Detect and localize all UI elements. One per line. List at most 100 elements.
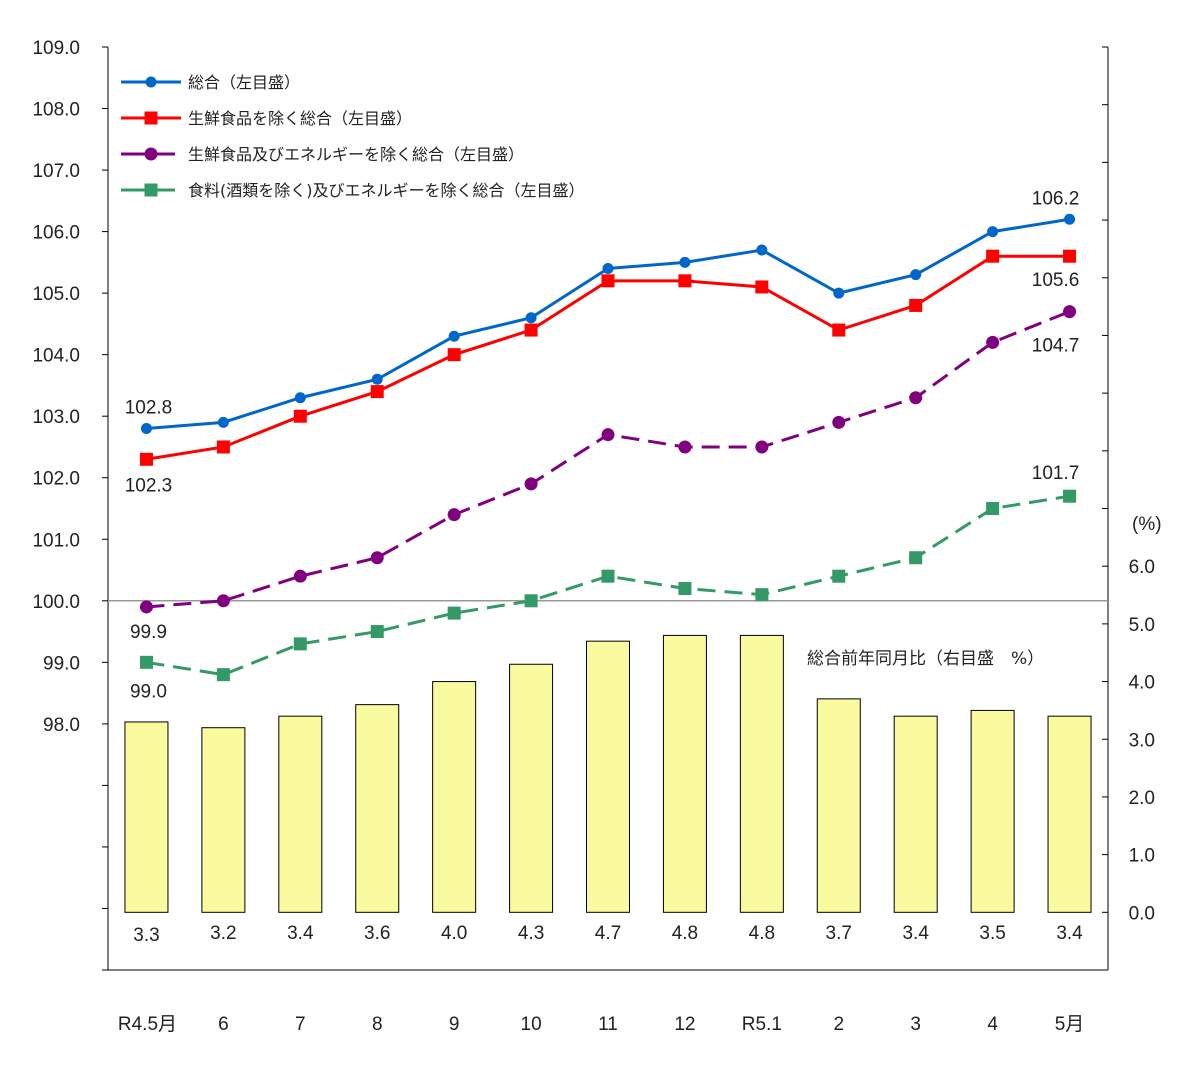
square-marker — [370, 385, 384, 399]
x-tick-label: R5.1 — [742, 1014, 782, 1035]
square-marker — [293, 409, 307, 423]
square-marker — [144, 111, 158, 125]
circle-marker — [678, 440, 692, 454]
circle-marker — [833, 287, 845, 299]
bar-series-label: 総合前年同月比（右目盛 %） — [807, 649, 1044, 669]
bar — [816, 698, 861, 913]
x-tick-label: R4.5月 — [118, 1014, 177, 1035]
bar — [201, 727, 246, 913]
x-tick-label: 11 — [598, 1014, 618, 1035]
x-tick-label: 9 — [449, 1014, 460, 1035]
bar-data-label: 3.6 — [364, 923, 390, 944]
circle-marker — [1063, 305, 1077, 319]
circle-marker — [140, 423, 152, 435]
square-marker — [216, 668, 230, 682]
x-tick-label: 6 — [218, 1014, 229, 1035]
left-tick-label: 102.0 — [32, 469, 80, 490]
square-marker — [909, 298, 923, 312]
data-label: 102.3 — [125, 475, 173, 496]
square-marker — [986, 502, 1000, 515]
circle-marker — [139, 600, 153, 614]
circle-marker — [448, 330, 460, 342]
left-tick-label: 98.0 — [43, 715, 80, 736]
right-tick-label: 3.0 — [1129, 730, 1155, 751]
square-marker — [447, 606, 461, 620]
axes-layer: 109.0108.0107.0106.0105.0104.0103.0102.0… — [32, 38, 1155, 1035]
square-marker — [832, 569, 846, 583]
legend-item: 生鮮食品及びエネルギーを除く総合（左目盛） — [121, 145, 524, 164]
circle-marker — [679, 256, 691, 268]
circle-marker — [524, 477, 538, 491]
square-marker — [447, 348, 461, 362]
bar — [278, 715, 323, 913]
circle-marker — [294, 392, 306, 404]
bar — [124, 721, 169, 913]
bar-data-label: 3.4 — [287, 923, 314, 944]
series-line — [146, 310, 1071, 609]
x-tick-label: 2 — [833, 1014, 844, 1035]
bar — [509, 663, 554, 913]
bar — [739, 634, 784, 913]
data-label: 104.7 — [1032, 336, 1080, 357]
circle-marker — [910, 269, 922, 281]
square-marker — [601, 274, 615, 288]
circle-marker — [145, 76, 157, 88]
square-marker — [909, 551, 923, 565]
square-marker — [370, 625, 384, 639]
legend-label: 総合（左目盛） — [188, 73, 300, 92]
circle-marker — [525, 312, 537, 324]
bar-data-label: 4.8 — [672, 923, 698, 944]
x-tick-label: 3 — [910, 1014, 921, 1035]
right-tick-label: 2.0 — [1129, 788, 1155, 809]
bar-data-label: 3.3 — [133, 925, 159, 946]
square-marker — [986, 249, 1000, 263]
bar — [432, 681, 477, 913]
square-marker — [755, 588, 769, 602]
circle-marker — [447, 508, 461, 522]
x-tick-label: 8 — [372, 1014, 383, 1035]
circle-marker — [144, 147, 158, 161]
data-label: 105.6 — [1032, 270, 1080, 291]
circle-marker — [216, 594, 230, 608]
square-marker — [524, 323, 538, 337]
bar-data-label: 4.3 — [518, 923, 544, 944]
right-axis-unit: (%) — [1132, 514, 1162, 535]
left-tick-label: 105.0 — [32, 284, 80, 305]
data-label: 102.8 — [125, 398, 173, 419]
line-series — [139, 249, 1077, 466]
bar-data-label: 4.0 — [441, 923, 467, 944]
circle-marker — [755, 440, 769, 454]
data-label: 99.9 — [130, 622, 167, 643]
circle-marker — [986, 335, 1000, 349]
x-tick-label: 4 — [987, 1014, 998, 1035]
data-label: 99.0 — [130, 681, 167, 702]
bar-data-label: 3.4 — [1056, 923, 1083, 944]
bar-data-label: 3.4 — [902, 923, 929, 944]
bar-data-label: 3.2 — [210, 923, 236, 944]
data-label: 101.7 — [1032, 463, 1080, 484]
line-series — [139, 489, 1077, 682]
bar-data-label: 4.8 — [749, 923, 775, 944]
x-tick-label: 10 — [521, 1014, 542, 1035]
circle-marker — [756, 244, 768, 256]
right-tick-label: 1.0 — [1129, 846, 1155, 867]
circle-marker — [371, 373, 383, 385]
bar-data-label: 4.7 — [595, 923, 621, 944]
left-tick-label: 101.0 — [32, 530, 80, 551]
right-tick-label: 0.0 — [1129, 903, 1155, 924]
circle-marker — [1064, 213, 1076, 225]
bar — [662, 634, 707, 913]
left-tick-label: 107.0 — [32, 161, 80, 182]
bar-data-label: 3.5 — [979, 923, 1005, 944]
x-tick-label: 7 — [295, 1014, 306, 1035]
left-tick-label: 109.0 — [32, 38, 80, 59]
left-tick-label: 99.0 — [43, 653, 80, 674]
legend-label: 食料(酒類を除く)及びエネルギーを除く総合（左目盛） — [188, 181, 585, 200]
line-series — [140, 213, 1076, 435]
square-marker — [293, 637, 307, 651]
series-line — [146, 217, 1070, 431]
square-marker — [139, 655, 153, 669]
legend-label: 生鮮食品及びエネルギーを除く総合（左目盛） — [188, 145, 524, 164]
circle-marker — [602, 263, 614, 275]
